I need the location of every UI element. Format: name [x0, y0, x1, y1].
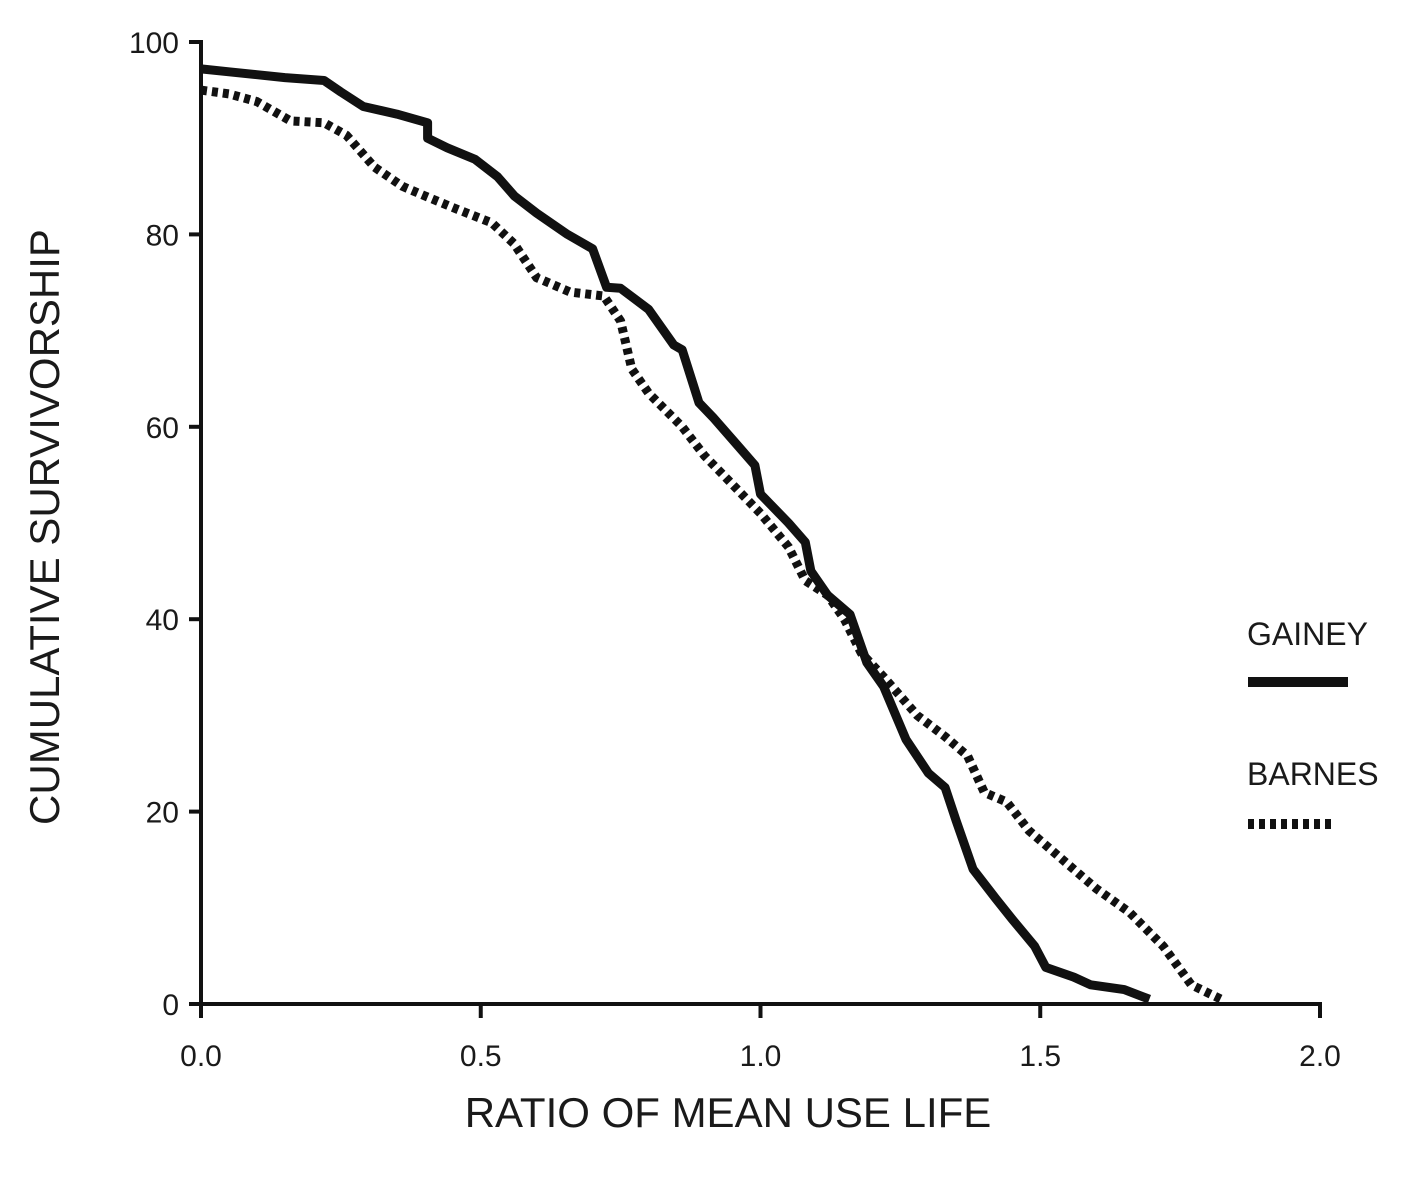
series-barnes-line: [200, 85, 1227, 1006]
y-tick-label: 80: [146, 219, 179, 252]
x-tick-label: 1.5: [1019, 1040, 1061, 1073]
legend-label-gainey: GAINEY: [1247, 616, 1368, 652]
y-ticks: 0 20 40 60 80 100: [129, 27, 201, 1022]
y-tick-label: 100: [129, 27, 179, 60]
series-layer: [200, 64, 1227, 1006]
x-tick-label: 0.0: [180, 1040, 222, 1073]
axes: [199, 40, 1322, 1006]
x-tick-label: 0.5: [460, 1040, 502, 1073]
y-tick-label: 60: [146, 412, 179, 445]
x-tick-label: 2.0: [1299, 1040, 1341, 1073]
y-tick-label: 40: [146, 604, 179, 637]
x-axis-title: RATIO OF MEAN USE LIFE: [465, 1089, 992, 1136]
series-gainey-line: [200, 64, 1152, 1004]
legend: GAINEY BARNES: [1247, 616, 1379, 829]
x-tick-label: 1.0: [740, 1040, 782, 1073]
y-tick-label: 20: [146, 797, 179, 830]
y-axis-title: CUMULATIVE SURVIVORSHIP: [21, 229, 68, 825]
y-tick-label: 0: [162, 989, 179, 1022]
x-ticks: 0.0 0.5 1.0 1.5 2.0: [180, 1004, 1341, 1073]
legend-label-barnes: BARNES: [1247, 756, 1379, 792]
